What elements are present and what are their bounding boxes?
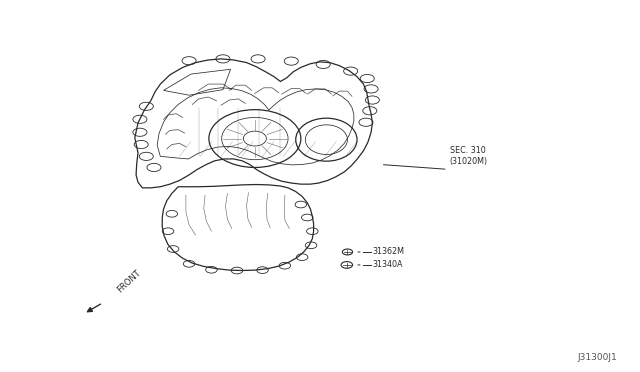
Text: SEC. 310
(31020M): SEC. 310 (31020M)	[450, 145, 488, 166]
Text: J31300J1: J31300J1	[577, 353, 617, 362]
Text: 31362M: 31362M	[372, 247, 404, 256]
Text: 31340A: 31340A	[372, 260, 403, 269]
Text: FRONT: FRONT	[116, 268, 143, 294]
